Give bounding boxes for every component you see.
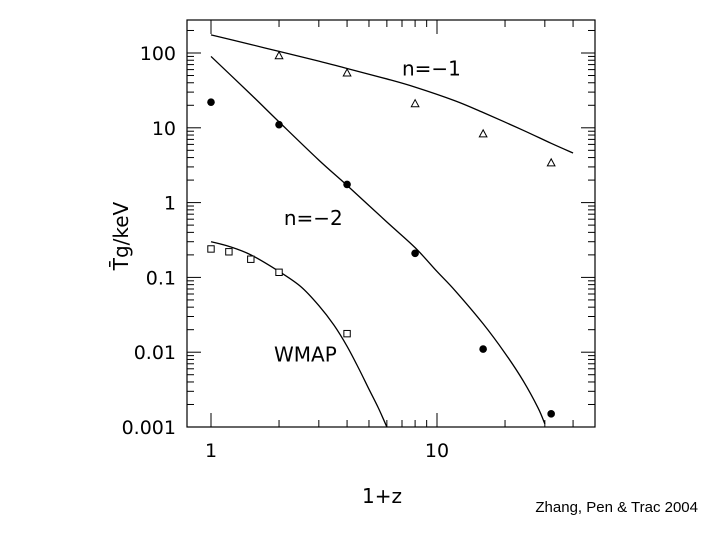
curve-annotation: n=−1 xyxy=(402,57,461,81)
model-curves xyxy=(210,34,574,427)
triangle-marker xyxy=(546,157,556,167)
curve-annotation: WMAP xyxy=(274,343,337,367)
x-axis-label: 1+z xyxy=(362,484,402,508)
open-square-marker xyxy=(275,268,283,276)
data-markers xyxy=(207,50,556,418)
open-square-marker xyxy=(207,245,215,253)
y-axis-label: T̄g/keV xyxy=(108,201,133,271)
y-tick-label: 0.001 xyxy=(122,417,176,439)
triangle-marker xyxy=(342,67,352,77)
filled-circle-marker xyxy=(547,410,555,418)
model-curve-triangle xyxy=(210,34,574,154)
triangle-marker xyxy=(274,50,284,60)
y-tick-label: 10 xyxy=(152,118,176,140)
filled-circle-marker xyxy=(479,345,487,353)
filled-circle-marker xyxy=(343,180,351,189)
citation-credit: Zhang, Pen & Trac 2004 xyxy=(535,499,698,516)
open-square-marker xyxy=(225,248,233,256)
filled-circle-marker xyxy=(411,249,419,258)
triangle-marker xyxy=(410,98,420,108)
triangle-marker xyxy=(478,128,488,138)
curve-annotation: n=−2 xyxy=(284,206,343,230)
model-curve-open-square xyxy=(210,241,388,427)
x-tick-label: 1 xyxy=(205,440,217,462)
open-square-marker xyxy=(343,329,351,338)
y-tick-label: 0.01 xyxy=(134,342,176,364)
y-tick-label: 100 xyxy=(140,43,176,65)
axis-ticks xyxy=(187,20,595,428)
open-square-marker xyxy=(247,255,255,263)
curve-annotations: n=−1 n=−2 WMAP xyxy=(274,57,461,367)
y-tick-label: 1 xyxy=(164,193,176,215)
filled-circle-marker xyxy=(207,98,215,106)
tick-labels: 1 10 0.001 0.01 0.1 1 10 100 xyxy=(122,43,450,462)
plot-frame xyxy=(186,19,596,428)
filled-circle-marker xyxy=(275,120,283,129)
x-tick-label: 10 xyxy=(425,440,449,462)
y-tick-label: 0.1 xyxy=(146,267,176,289)
model-curve-filled-circle xyxy=(210,55,546,425)
